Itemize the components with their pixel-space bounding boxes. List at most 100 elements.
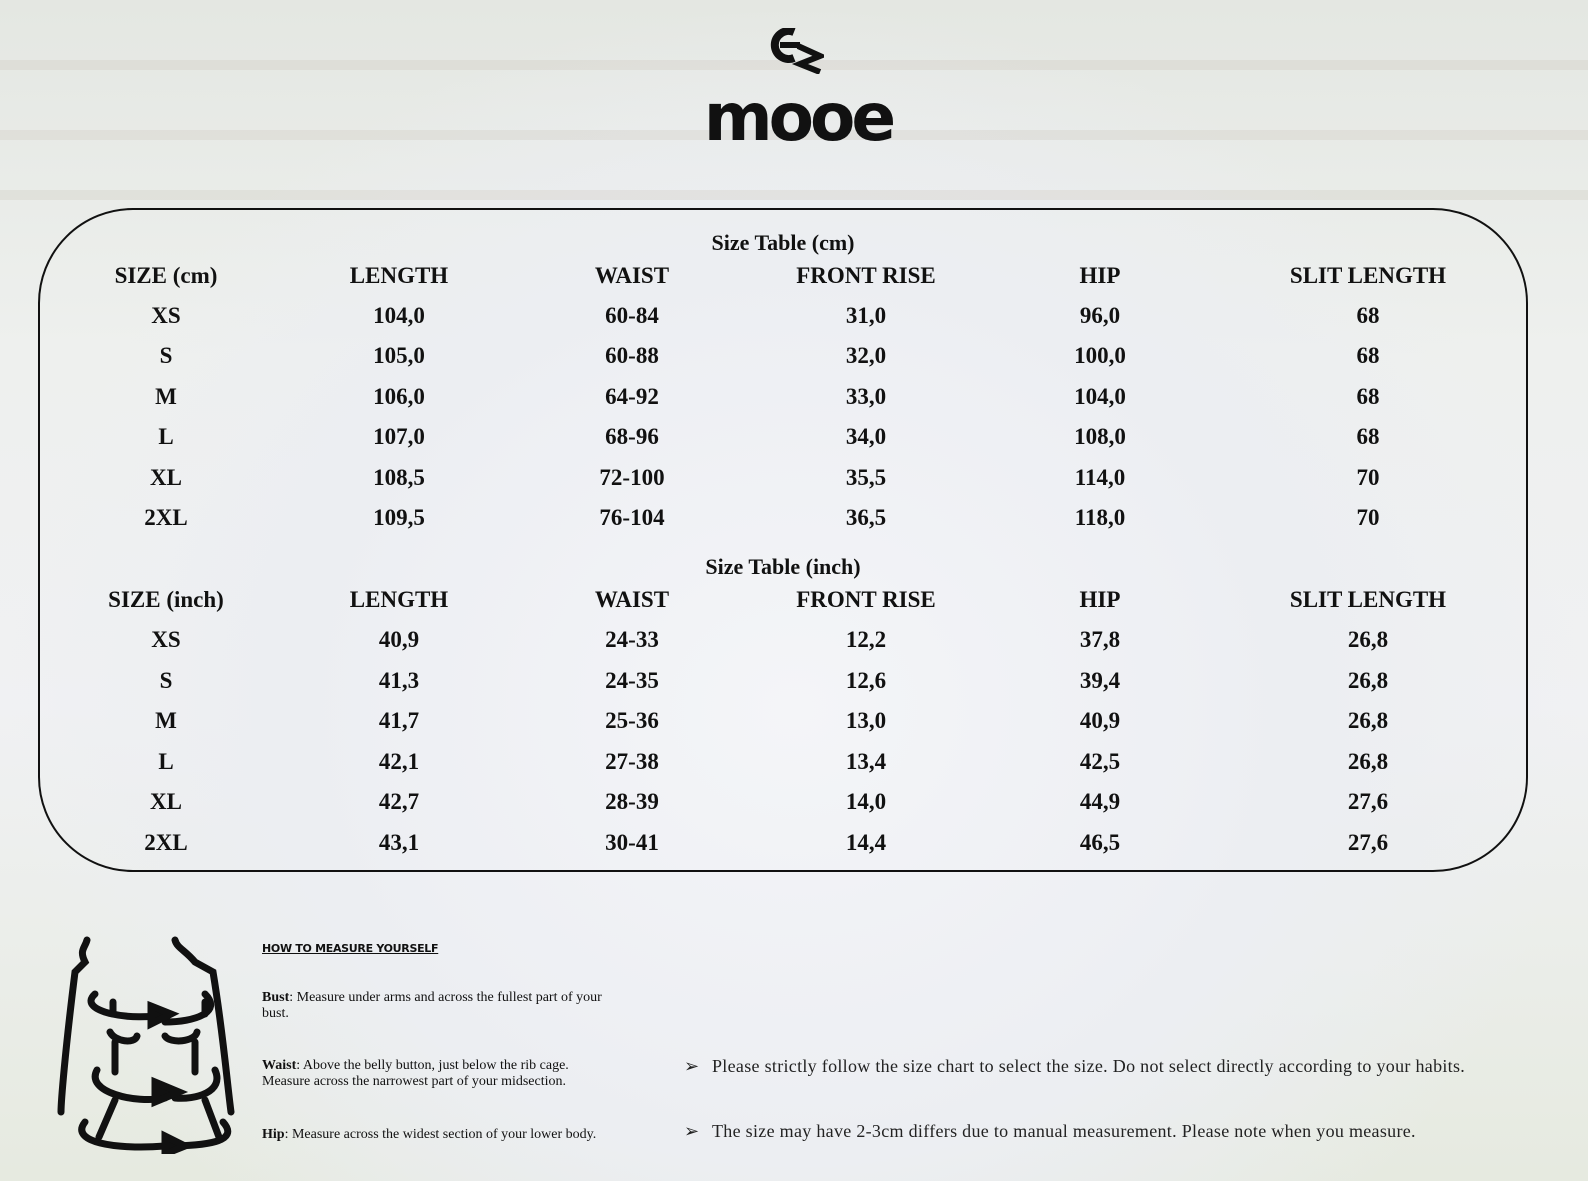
table-cell: XL [150, 465, 182, 490]
table-cell: 28-39 [605, 789, 659, 814]
table-cell: 96,0 [1079, 303, 1121, 328]
table-cell: 26,8 [1347, 708, 1389, 733]
table-cell: 40,9 [378, 627, 420, 652]
table-cell: 60-84 [605, 303, 659, 328]
table-cell: XL [150, 789, 182, 814]
table-cell: 27,6 [1347, 830, 1389, 855]
hip-instruction: Hip: Measure across the widest section o… [262, 1127, 617, 1143]
bust-instruction: Bust: Measure under arms and across the … [262, 990, 617, 1022]
table-cell: 44,9 [1079, 789, 1121, 814]
table-cell: 43,1 [378, 830, 420, 855]
column-header: FRONT RISE [796, 263, 936, 288]
table-cell: 31,0 [845, 303, 887, 328]
table-cell: 118,0 [1074, 505, 1126, 530]
table-cell: 39,4 [1079, 668, 1121, 693]
table-cell: 68 [1356, 424, 1380, 449]
table-cell: 27-38 [605, 749, 659, 774]
table-cell: 68 [1356, 303, 1380, 328]
table-cell: 26,8 [1347, 749, 1389, 774]
note-text: The size may have 2-3cm differs due to m… [712, 1121, 1416, 1141]
column-header: HIP [1079, 587, 1121, 612]
arrowhead-bullet-icon: ➢ [684, 1121, 700, 1141]
table-cell: 106,0 [373, 384, 425, 409]
table-cell: S [159, 668, 173, 693]
column-header: SLIT LENGTH [1289, 263, 1447, 288]
brand-logo: mooe [703, 79, 896, 156]
table-cell: 42,5 [1079, 749, 1121, 774]
table-cell: 2XL [144, 830, 188, 855]
table-cell: 37,8 [1079, 627, 1121, 652]
table-cell: 104,0 [373, 303, 425, 328]
table-cell: 13,4 [845, 749, 887, 774]
table-cell: L [158, 749, 174, 774]
waist-instruction: Waist: Above the belly button, just belo… [262, 1058, 617, 1090]
arrowhead-bullet-icon: ➢ [684, 1056, 700, 1076]
column-header: WAIST [594, 587, 670, 612]
column-header: SIZE (inch) [108, 587, 224, 612]
table-cell: 12,6 [845, 668, 887, 693]
table-cell: 40,9 [1079, 708, 1121, 733]
table-cell: 64-92 [605, 384, 659, 409]
how-to-measure-title: HOW TO MEASURE YOURSELF [262, 942, 439, 955]
table-cell: 70 [1356, 465, 1380, 490]
table-cell: 2XL [144, 505, 188, 530]
table-cell: 42,7 [378, 789, 420, 814]
column-header: FRONT RISE [796, 587, 936, 612]
table-cell: 30-41 [605, 830, 659, 855]
table-cell: 14,4 [845, 830, 887, 855]
column-header: SIZE (cm) [114, 263, 218, 288]
table-cell: 26,8 [1347, 627, 1389, 652]
table-cell: 33,0 [845, 384, 887, 409]
table-cell: 42,1 [378, 749, 420, 774]
cm-table-title: Size Table (cm) [711, 230, 855, 255]
table-cell: 68 [1356, 384, 1380, 409]
table-cell: 26,8 [1347, 668, 1389, 693]
hip-label: Hip [262, 1127, 285, 1142]
table-cell: M [155, 384, 177, 409]
column-header: HIP [1079, 263, 1121, 288]
table-cell: 76-104 [599, 505, 665, 530]
table-cell: 105,0 [373, 343, 425, 368]
table-cell: 70 [1356, 505, 1380, 530]
bust-label: Bust [262, 990, 290, 1005]
column-header: WAIST [594, 263, 670, 288]
table-cell: 41,7 [378, 708, 420, 733]
waist-label: Waist [262, 1058, 297, 1073]
table-cell: L [158, 424, 174, 449]
table-cell: 24-35 [605, 668, 659, 693]
table-cell: 32,0 [845, 343, 887, 368]
table-cell: XS [151, 627, 181, 652]
table-cell: 107,0 [373, 424, 425, 449]
table-cell: 72-100 [599, 465, 665, 490]
table-cell: M [155, 708, 177, 733]
table-cell: 35,5 [845, 465, 887, 490]
column-header: LENGTH [349, 587, 449, 612]
table-cell: 14,0 [845, 789, 887, 814]
note-text: Please strictly follow the size chart to… [712, 1056, 1466, 1076]
note-item: ➢ The size may have 2-3cm differs due to … [684, 1121, 1416, 1142]
hip-text: : Measure across the widest section of y… [284, 1127, 597, 1142]
table-cell: 27,6 [1347, 789, 1389, 814]
body-measurement-icon [57, 936, 235, 1154]
table-cell: 68-96 [605, 424, 659, 449]
bust-text: : Measure under arms and across the full… [262, 990, 602, 1021]
table-cell: 108,5 [373, 465, 425, 490]
table-cell: 46,5 [1079, 830, 1121, 855]
size-table-frame [38, 208, 1528, 872]
table-cell: XS [151, 303, 181, 328]
table-cell: 24-33 [605, 627, 659, 652]
note-item: ➢ Please strictly follow the size chart t… [684, 1056, 1465, 1077]
table-cell: 13,0 [845, 708, 887, 733]
table-cell: 34,0 [845, 424, 887, 449]
column-header: LENGTH [349, 263, 449, 288]
table-cell: 108,0 [1074, 424, 1126, 449]
table-cell: 60-88 [605, 343, 659, 368]
table-cell: S [159, 343, 173, 368]
table-cell: 12,2 [845, 627, 887, 652]
inch-table-title: Size Table (inch) [705, 554, 861, 579]
table-cell: 36,5 [845, 505, 887, 530]
table-cell: 104,0 [1074, 384, 1126, 409]
table-cell: 25-36 [605, 708, 659, 733]
table-cell: 100,0 [1074, 343, 1126, 368]
table-cell: 109,5 [373, 505, 425, 530]
